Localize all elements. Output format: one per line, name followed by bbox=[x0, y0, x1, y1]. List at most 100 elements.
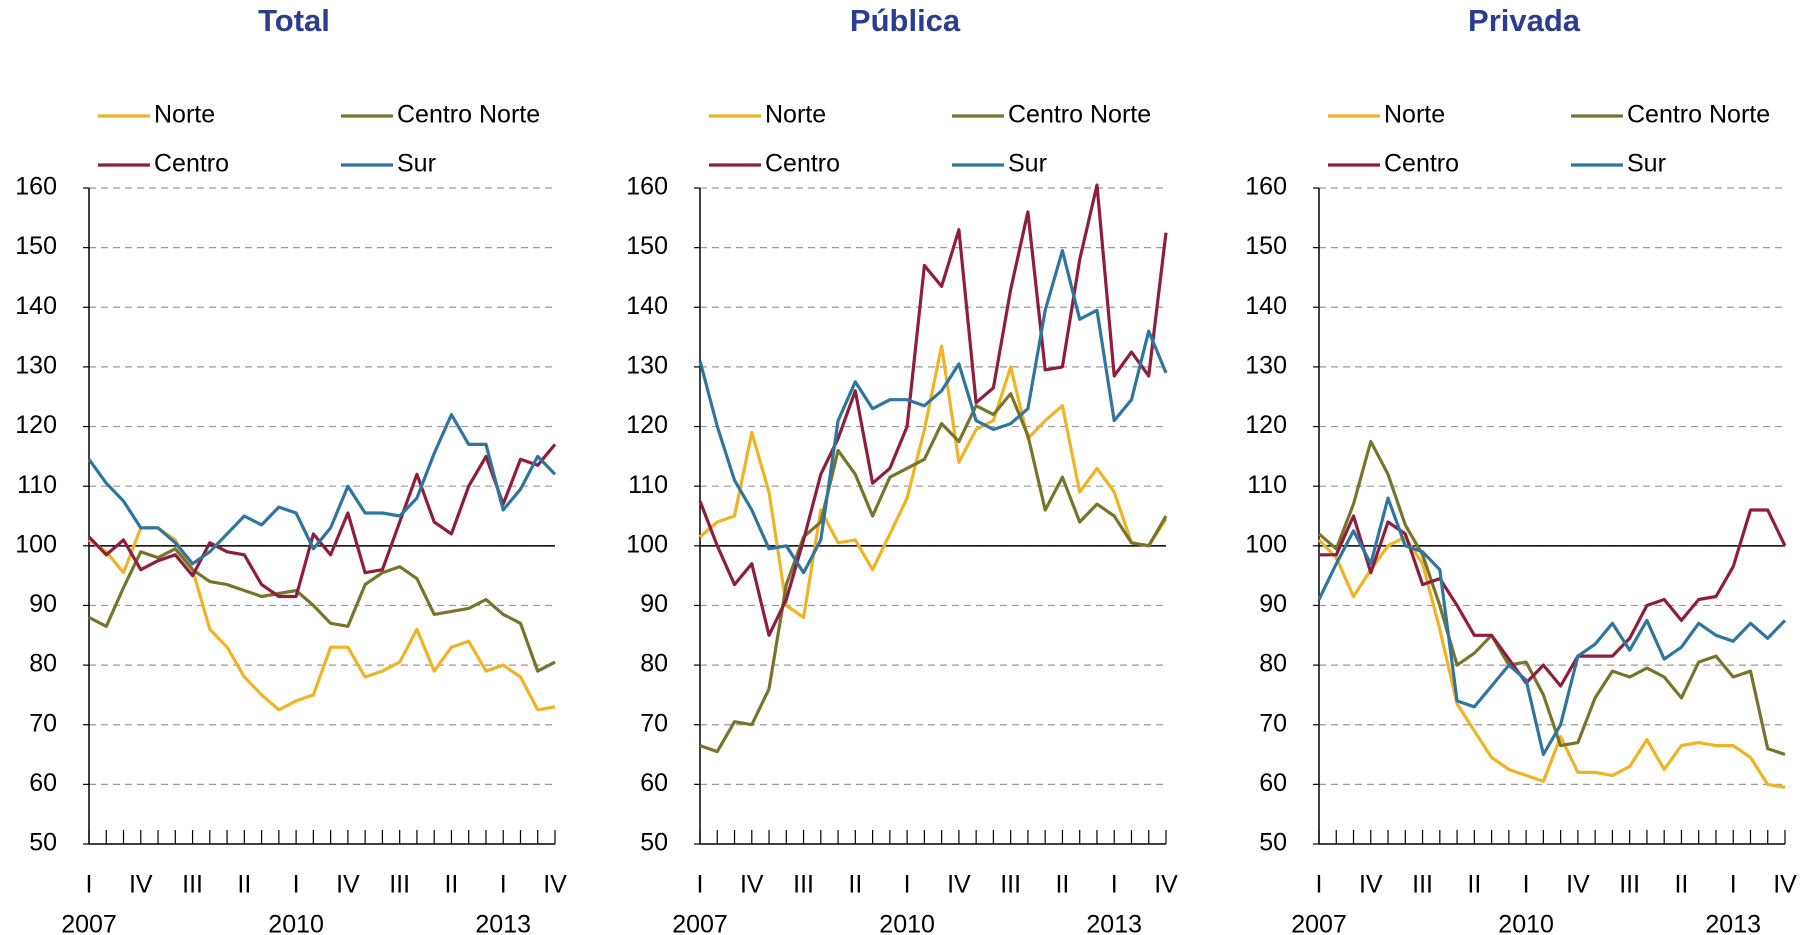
x-tick-label: II bbox=[444, 871, 458, 899]
y-tick-label: 100 bbox=[1245, 530, 1287, 558]
year-label: 2010 bbox=[879, 911, 935, 935]
x-tick-label: III bbox=[182, 871, 203, 899]
y-tick-label: 110 bbox=[1247, 471, 1287, 499]
legend-label: Centro bbox=[1384, 150, 1459, 178]
y-tick-label: 80 bbox=[1259, 650, 1287, 678]
x-tick-label: III bbox=[1412, 871, 1433, 899]
y-tick-label: 80 bbox=[640, 650, 668, 678]
y-tick-label: 60 bbox=[1259, 769, 1287, 797]
series-line bbox=[698, 183, 1168, 637]
panel-title: Total bbox=[258, 3, 330, 38]
y-tick-label: 130 bbox=[1245, 352, 1287, 380]
y-tick-label: 110 bbox=[17, 471, 57, 499]
y-tick-label: 100 bbox=[626, 530, 668, 558]
y-tick-label: 50 bbox=[640, 829, 668, 857]
year-label: 2007 bbox=[61, 911, 117, 935]
legend-label: Sur bbox=[1627, 150, 1666, 178]
legend-label: Centro Norte bbox=[397, 101, 540, 129]
series-line bbox=[87, 443, 557, 599]
y-tick-label: 120 bbox=[626, 411, 668, 439]
x-tick-label: IV bbox=[1773, 871, 1797, 899]
y-tick-label: 160 bbox=[1245, 173, 1287, 201]
y-tick-label: 160 bbox=[15, 173, 57, 201]
year-label: 2010 bbox=[1498, 911, 1554, 935]
y-tick-label: 50 bbox=[1259, 829, 1287, 857]
y-tick-label: 80 bbox=[29, 650, 57, 678]
x-tick-label: I bbox=[697, 871, 704, 899]
x-tick-label: III bbox=[1619, 871, 1640, 899]
x-tick-label: III bbox=[389, 871, 410, 899]
series-line bbox=[1317, 496, 1787, 757]
x-tick-label: I bbox=[1730, 871, 1737, 899]
y-tick-label: 50 bbox=[29, 829, 57, 857]
y-tick-label: 150 bbox=[1245, 232, 1287, 260]
legend-label: Norte bbox=[765, 101, 826, 129]
x-tick-label: I bbox=[1111, 871, 1118, 899]
y-tick-label: 120 bbox=[15, 411, 57, 439]
x-tick-label: IV bbox=[1566, 871, 1590, 899]
x-tick-label: IV bbox=[1359, 871, 1383, 899]
legend-label: Centro Norte bbox=[1627, 101, 1770, 129]
x-tick-label: IV bbox=[543, 871, 567, 899]
x-tick-label: II bbox=[848, 871, 862, 899]
legend-label: Norte bbox=[154, 101, 215, 129]
x-tick-label: III bbox=[793, 871, 814, 899]
series-line bbox=[88, 547, 556, 673]
series-line bbox=[1317, 439, 1786, 757]
year-label: 2013 bbox=[1705, 911, 1761, 935]
y-tick-label: 150 bbox=[626, 232, 668, 260]
y-tick-label: 70 bbox=[1259, 709, 1287, 737]
y-tick-label: 140 bbox=[15, 292, 57, 320]
year-label: 2007 bbox=[1291, 911, 1347, 935]
y-tick-label: 90 bbox=[1259, 590, 1287, 618]
y-tick-label: 130 bbox=[626, 352, 668, 380]
x-tick-label: II bbox=[1055, 871, 1069, 899]
x-tick-label: III bbox=[1000, 871, 1021, 899]
x-tick-label: IV bbox=[336, 871, 360, 899]
legend-label: Norte bbox=[1384, 101, 1445, 129]
series-line bbox=[88, 526, 556, 712]
x-tick-label: I bbox=[500, 871, 507, 899]
series-line bbox=[699, 392, 1168, 754]
year-label: 2007 bbox=[672, 911, 728, 935]
y-tick-label: 90 bbox=[640, 590, 668, 618]
x-tick-label: IV bbox=[947, 871, 971, 899]
x-tick-label: I bbox=[1316, 871, 1323, 899]
y-tick-label: 100 bbox=[15, 530, 57, 558]
y-tick-label: 120 bbox=[1245, 411, 1287, 439]
legend-label: Centro bbox=[765, 150, 840, 178]
x-tick-label: IV bbox=[129, 871, 153, 899]
x-tick-label: II bbox=[1674, 871, 1688, 899]
y-tick-label: 70 bbox=[29, 709, 57, 737]
y-tick-label: 60 bbox=[640, 769, 668, 797]
x-tick-label: I bbox=[904, 871, 911, 899]
year-label: 2013 bbox=[1086, 911, 1142, 935]
legend-label: Centro bbox=[154, 150, 229, 178]
y-tick-label: 140 bbox=[626, 292, 668, 320]
y-tick-label: 70 bbox=[640, 709, 668, 737]
y-tick-label: 110 bbox=[628, 471, 668, 499]
y-tick-label: 160 bbox=[626, 173, 668, 201]
x-tick-label: IV bbox=[740, 871, 764, 899]
series-line bbox=[698, 344, 1168, 619]
x-tick-label: IV bbox=[1154, 871, 1178, 899]
panel-title: Privada bbox=[1468, 3, 1581, 38]
y-tick-label: 150 bbox=[15, 232, 57, 260]
series-line bbox=[87, 413, 557, 566]
series-line bbox=[698, 249, 1168, 575]
x-tick-label: II bbox=[1467, 871, 1481, 899]
y-tick-label: 140 bbox=[1245, 292, 1287, 320]
x-tick-label: I bbox=[86, 871, 93, 899]
panel-title: Pública bbox=[850, 3, 961, 38]
y-tick-label: 90 bbox=[29, 590, 57, 618]
y-tick-label: 60 bbox=[29, 769, 57, 797]
x-tick-label: II bbox=[237, 871, 251, 899]
y-tick-label: 130 bbox=[15, 352, 57, 380]
x-tick-label: I bbox=[1523, 871, 1530, 899]
year-label: 2010 bbox=[268, 911, 324, 935]
x-tick-label: I bbox=[293, 871, 300, 899]
legend-label: Sur bbox=[397, 150, 436, 178]
year-label: 2013 bbox=[475, 911, 531, 935]
legend-label: Centro Norte bbox=[1008, 101, 1151, 129]
